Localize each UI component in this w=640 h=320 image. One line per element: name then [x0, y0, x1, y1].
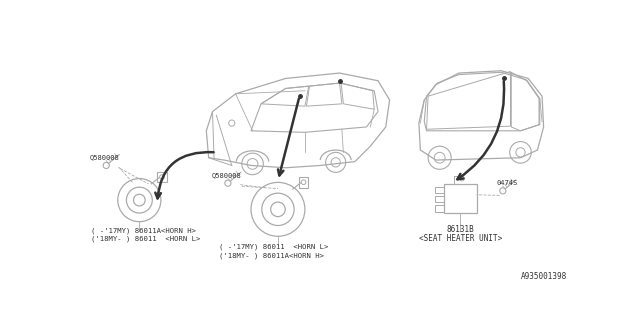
Text: ( -'17MY) 86011A<HORN H>: ( -'17MY) 86011A<HORN H> — [91, 228, 196, 234]
Text: ('18MY- ) 86011A<HORN H>: ('18MY- ) 86011A<HORN H> — [219, 252, 324, 259]
Bar — [435, 196, 444, 203]
Bar — [299, 177, 308, 188]
Text: Q580008: Q580008 — [211, 172, 241, 178]
Text: 0474S: 0474S — [496, 180, 517, 186]
Text: ('18MY- ) 86011  <HORN L>: ('18MY- ) 86011 <HORN L> — [91, 236, 200, 243]
Bar — [435, 187, 444, 193]
Bar — [157, 172, 166, 182]
Text: A935001398: A935001398 — [520, 272, 566, 281]
Bar — [444, 184, 477, 213]
Text: ( -'17MY) 86011  <HORN L>: ( -'17MY) 86011 <HORN L> — [219, 244, 328, 250]
Bar — [435, 205, 444, 212]
Text: Q580008: Q580008 — [90, 154, 120, 160]
Text: <SEAT HEATER UNIT>: <SEAT HEATER UNIT> — [419, 234, 502, 243]
Text: 86131B: 86131B — [447, 225, 474, 235]
